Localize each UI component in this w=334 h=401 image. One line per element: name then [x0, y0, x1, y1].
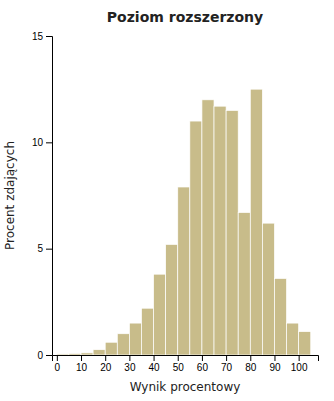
x-axis: 0 10 20 30 40 50 60 70 80 90 100	[53, 355, 319, 373]
x-tick-label: 50	[173, 362, 185, 373]
bar	[299, 332, 311, 355]
bars	[57, 89, 311, 355]
y-tick: 10	[32, 137, 52, 148]
bar	[250, 89, 262, 355]
x-tick-mark	[226, 355, 227, 361]
bar	[105, 342, 117, 355]
bar	[117, 334, 129, 355]
bar	[262, 223, 274, 355]
y-axis: 0 5 10 15	[32, 31, 53, 361]
bar	[141, 308, 153, 355]
x-tick: 70	[221, 355, 233, 373]
x-tick-label: 90	[269, 362, 281, 373]
x-tick-mark	[154, 355, 155, 361]
x-tick: 80	[245, 355, 257, 373]
bar	[214, 106, 226, 355]
bar	[154, 274, 166, 355]
x-tick-label: 70	[221, 362, 233, 373]
x-axis-title: Wynik procentowy	[130, 380, 241, 394]
bar	[81, 353, 93, 355]
y-tick-mark	[46, 355, 52, 356]
y-tick-mark	[46, 36, 52, 37]
y-tick-label: 0	[37, 350, 43, 361]
x-tick: 10	[76, 355, 88, 373]
y-tick-mark	[46, 249, 52, 250]
bar	[226, 110, 238, 355]
x-tick: 60	[197, 355, 209, 373]
x-tick-label: 10	[76, 362, 88, 373]
x-tick: 50	[173, 355, 185, 373]
bar	[178, 187, 190, 355]
x-tick-label: 0	[55, 362, 61, 373]
x-tick-label: 20	[100, 362, 112, 373]
x-tick-mark	[178, 355, 179, 361]
x-tick: 90	[269, 355, 281, 373]
y-tick-label: 15	[32, 31, 44, 42]
x-tick-mark	[81, 355, 82, 361]
bar	[202, 100, 214, 355]
bar	[93, 350, 105, 355]
y-axis-line	[46, 37, 53, 356]
x-tick-label: 80	[245, 362, 257, 373]
x-tick-mark	[57, 355, 58, 361]
x-tick-label: 40	[149, 362, 161, 373]
bar	[287, 323, 299, 355]
x-tick: 100	[291, 355, 308, 373]
x-tick-mark	[299, 355, 300, 361]
y-axis-title: Procent zdających	[3, 141, 17, 250]
y-tick-label: 5	[37, 243, 43, 254]
x-tick-label: 60	[197, 362, 209, 373]
y-tick: 5	[37, 243, 52, 254]
x-tick-label: 100	[291, 362, 308, 373]
x-tick-label: 30	[124, 362, 136, 373]
bar	[238, 213, 250, 355]
x-tick: 30	[124, 355, 136, 373]
bar	[129, 323, 141, 355]
bar	[69, 354, 81, 355]
bar	[274, 278, 286, 355]
plot: 0 10 20 30 40 50 60 70 80 90 100 0 5 10 15	[32, 31, 319, 373]
x-tick-mark	[274, 355, 275, 361]
bar	[57, 354, 69, 355]
y-tick-mark	[46, 142, 52, 143]
x-tick-mark	[105, 355, 106, 361]
bar	[190, 121, 202, 355]
x-tick-mark	[250, 355, 251, 361]
y-tick: 15	[32, 31, 52, 42]
bar	[166, 244, 178, 355]
x-tick: 20	[100, 355, 112, 373]
x-tick: 0	[55, 355, 61, 373]
y-tick: 0	[37, 350, 52, 361]
title: Poziom rozszerzony	[107, 9, 263, 25]
chart: 0 10 20 30 40 50 60 70 80 90 100 0 5 10 15 Poziom rozsz…	[0, 0, 334, 401]
y-tick-label: 10	[32, 137, 44, 148]
x-axis-line	[53, 356, 319, 362]
x-tick: 40	[149, 355, 161, 373]
x-tick-mark	[129, 355, 130, 361]
x-tick-mark	[202, 355, 203, 361]
